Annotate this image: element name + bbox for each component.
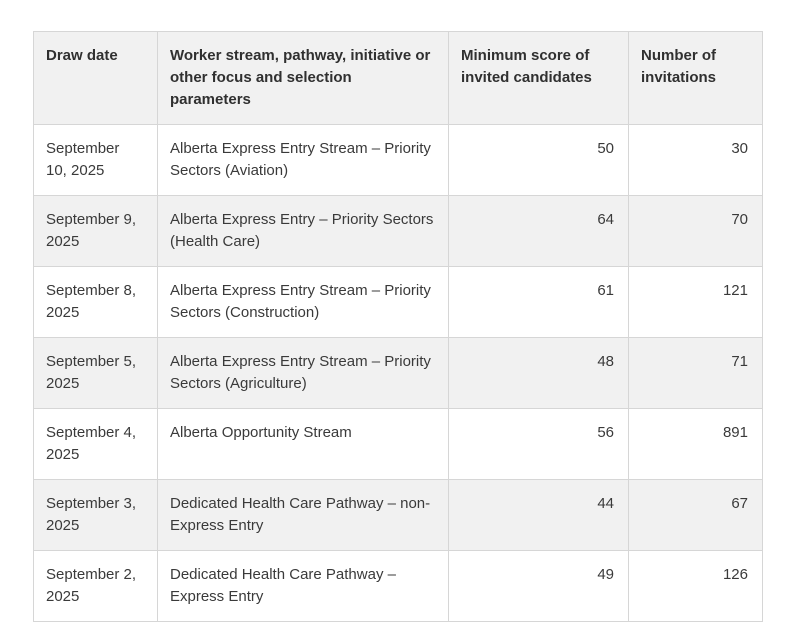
min-score-cell: 64 — [448, 195, 629, 267]
min-score-cell: 44 — [448, 479, 629, 551]
stream-cell: Alberta Opportunity Stream — [157, 408, 449, 480]
table-row: September 9, 2025 Alberta Express Entry … — [33, 195, 763, 267]
table-row: September 3, 2025 Dedicated Health Care … — [33, 479, 763, 551]
draw-date-cell: September 5, 2025 — [33, 337, 158, 409]
stream-cell: Alberta Express Entry Stream – Priority … — [157, 337, 449, 409]
min-score-cell: 61 — [448, 266, 629, 338]
invitations-cell: 71 — [628, 337, 763, 409]
table-row: September 5, 2025 Alberta Express Entry … — [33, 337, 763, 409]
table-row: September 8, 2025 Alberta Express Entry … — [33, 266, 763, 338]
stream-cell: Alberta Express Entry – Priority Sectors… — [157, 195, 449, 267]
min-score-cell: 49 — [448, 550, 629, 622]
column-header-number-invitations: Number of invitations — [628, 31, 763, 125]
draw-date-cell: September 10, 2025 — [33, 124, 158, 196]
draw-date-cell: September 2, 2025 — [33, 550, 158, 622]
draws-table-container: Draw date Worker stream, pathway, initia… — [33, 31, 763, 622]
draw-date-cell: September 9, 2025 — [33, 195, 158, 267]
column-header-worker-stream: Worker stream, pathway, initiative or ot… — [157, 31, 449, 125]
header-row: Draw date Worker stream, pathway, initia… — [33, 31, 763, 125]
table-row: September 2, 2025 Dedicated Health Care … — [33, 550, 763, 622]
immigration-draws-table: Draw date Worker stream, pathway, initia… — [33, 31, 763, 622]
stream-cell: Dedicated Health Care Pathway – Express … — [157, 550, 449, 622]
draw-date-cell: September 4, 2025 — [33, 408, 158, 480]
min-score-cell: 48 — [448, 337, 629, 409]
invitations-cell: 891 — [628, 408, 763, 480]
column-header-draw-date: Draw date — [33, 31, 158, 125]
draw-date-cell: September 3, 2025 — [33, 479, 158, 551]
table-body: September 10, 2025 Alberta Express Entry… — [33, 124, 763, 622]
min-score-cell: 50 — [448, 124, 629, 196]
min-score-cell: 56 — [448, 408, 629, 480]
draw-date-cell: September 8, 2025 — [33, 266, 158, 338]
stream-cell: Alberta Express Entry Stream – Priority … — [157, 124, 449, 196]
invitations-cell: 126 — [628, 550, 763, 622]
invitations-cell: 70 — [628, 195, 763, 267]
stream-cell: Dedicated Health Care Pathway – non-Expr… — [157, 479, 449, 551]
invitations-cell: 121 — [628, 266, 763, 338]
table-header: Draw date Worker stream, pathway, initia… — [33, 31, 763, 125]
table-row: September 4, 2025 Alberta Opportunity St… — [33, 408, 763, 480]
table-row: September 10, 2025 Alberta Express Entry… — [33, 124, 763, 196]
invitations-cell: 30 — [628, 124, 763, 196]
stream-cell: Alberta Express Entry Stream – Priority … — [157, 266, 449, 338]
column-header-minimum-score: Minimum score of invited candidates — [448, 31, 629, 125]
invitations-cell: 67 — [628, 479, 763, 551]
